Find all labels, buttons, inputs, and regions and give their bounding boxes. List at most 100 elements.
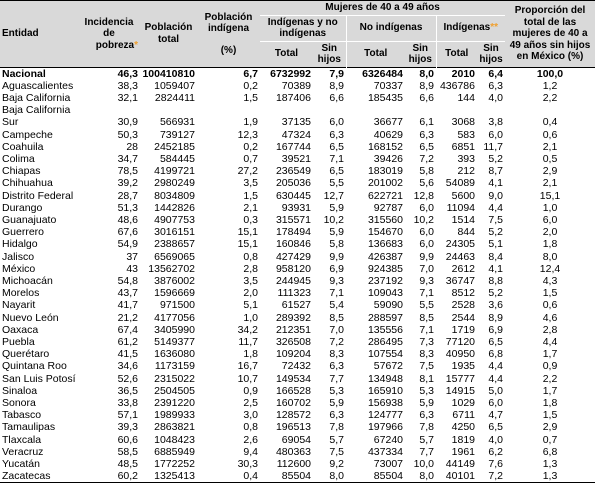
table-cell: 70389 <box>281 79 311 92</box>
table-cell: 2391220 <box>154 396 195 409</box>
table-cell: 8,9 <box>488 311 504 324</box>
table-cell: 0,9 <box>243 384 258 397</box>
table-cell: 6,4 <box>488 67 504 80</box>
table-cell: 5,1 <box>243 299 258 312</box>
header-line: hijos <box>479 54 503 65</box>
table-cell: 236549 <box>275 165 311 178</box>
table-cell: 3405990 <box>154 323 195 336</box>
table-cell: 4,4 <box>488 360 504 373</box>
table-cell: 5,5 <box>419 299 434 312</box>
table-cell: 6,5 <box>329 165 344 178</box>
table-cell: 0,5 <box>542 152 558 165</box>
table-cell: Hidalgo <box>2 238 38 251</box>
table-cell: 30,3 <box>237 458 258 470</box>
table-cell: 50,3 <box>117 128 138 141</box>
table-cell: 566931 <box>159 116 195 129</box>
table-cell: 2863821 <box>154 421 195 434</box>
table-row: Sonora 33,8 2391220 2,5 160702 5,9 156938 5,9 10… <box>0 397 595 409</box>
table-cell: 289392 <box>275 311 311 324</box>
table-cell: 9,2 <box>329 458 344 470</box>
table-cell: 5149377 <box>154 335 195 348</box>
table-row: Querétaro 41,5 1636080 1,8 109204 8,3 107554 8,… <box>0 348 595 360</box>
table-cell: 8,5 <box>419 311 434 324</box>
table-cell: 5,7 <box>419 433 434 446</box>
table-body: Nacional 46,3 100410810 6,7 6732992 7,9 632648… <box>0 67 595 483</box>
table-cell: 4,3 <box>542 274 558 287</box>
table-cell: 5,0 <box>488 384 504 397</box>
table-cell: 3068 <box>451 116 475 129</box>
header-cell: Proporción del total de las mujeres de 4… <box>505 0 595 67</box>
table-cell: 6,0 <box>419 201 434 214</box>
table-cell: 6851 <box>451 140 475 153</box>
table-cell: 185435 <box>367 91 403 104</box>
table-cell: 12,7 <box>323 189 344 202</box>
table-cell: 6,9 <box>329 262 344 275</box>
table-cell: 6,7 <box>243 67 258 80</box>
table-cell: 78,5 <box>117 165 138 178</box>
table-cell: 5,8 <box>329 238 344 251</box>
table-row: Durango 51,3 1442826 2,1 93931 5,9 92787 6,0 110… <box>0 202 595 214</box>
table-cell: 4177056 <box>154 311 195 324</box>
header-cell: Población indígena (%) <box>197 0 260 67</box>
table-row: Veracruz 58,5 6885949 9,4 480363 7,5 437334 7,7… <box>0 446 595 458</box>
table-cell: 39,2 <box>117 177 138 190</box>
table-cell: 2824411 <box>154 91 195 104</box>
table-cell: 39,3 <box>117 421 138 434</box>
table-cell: 165910 <box>367 384 403 397</box>
table-cell: 1,5 <box>542 287 558 300</box>
table-cell: 436786 <box>439 79 475 92</box>
table-row: Baja California 32,1 2824411 1,5 187406 6,6 18… <box>0 92 595 104</box>
table-cell: 2010 <box>451 67 475 80</box>
table-cell: 54089 <box>445 177 475 190</box>
table-cell: 8,7 <box>488 165 504 178</box>
table-cell: 154670 <box>367 226 403 239</box>
table-cell: Distrito Federal <box>2 189 74 202</box>
table-cell: 1048423 <box>154 433 195 446</box>
table-cell: 2980249 <box>154 177 195 190</box>
table-cell: 11,7 <box>238 335 258 348</box>
table-cell: 7,8 <box>329 421 344 434</box>
table-cell: 1,3 <box>542 458 558 470</box>
table-row: Coahuila 28 2452185 0,2 167744 6,5 168152 6,5 68… <box>0 141 595 153</box>
table-cell: 4,4 <box>542 335 558 348</box>
table-cell: 58,5 <box>117 445 138 458</box>
table-row: Quintana Roo 34,6 1173159 16,7 72432 6,3 57672… <box>0 360 595 372</box>
table-cell: 8,3 <box>329 348 344 361</box>
table-cell: 426387 <box>367 250 403 263</box>
table-row: Tabasco 57,1 1989933 3,0 128572 6,3 124777 6,3 6… <box>0 409 595 421</box>
table-cell: 149534 <box>275 372 311 385</box>
table-cell: 85504 <box>281 470 311 483</box>
table-cell: 15,1 <box>237 226 258 239</box>
table-cell: 2,9 <box>542 421 558 434</box>
table-row: San Luis Potosí 52,6 2315022 10,7 149534 7,7 1… <box>0 373 595 385</box>
table-cell: 2,8 <box>542 323 558 336</box>
table-cell: Nacional <box>2 67 46 80</box>
table-cell: 9,4 <box>243 445 258 458</box>
table-cell: 5,2 <box>488 287 504 300</box>
table-cell: 134948 <box>367 372 403 385</box>
table-cell: 9,9 <box>419 250 434 263</box>
table-cell: 1325413 <box>154 470 195 483</box>
table-cell: 7,5 <box>488 213 504 226</box>
table-cell: 6,5 <box>329 140 344 153</box>
table-cell: 8,8 <box>488 274 504 287</box>
table-cell: 6,0 <box>488 396 504 409</box>
table-cell: 6,5 <box>419 140 434 153</box>
table-row: Campeche 50,3 739127 12,3 47324 6,3 40629 6,3 58… <box>0 129 595 141</box>
table-cell: 6,3 <box>419 409 434 422</box>
table-cell: Durango <box>2 201 43 214</box>
table-cell: 1636080 <box>154 348 195 361</box>
table-row: Nuevo León 21,2 4177056 1,0 289392 8,5 288597 8… <box>0 312 595 324</box>
header-line: (%) <box>220 44 237 56</box>
table-cell: 6326484 <box>362 67 403 80</box>
table-cell: 100410810 <box>142 67 195 80</box>
table-cell: 1,0 <box>243 311 258 324</box>
table-cell: 160846 <box>275 238 311 251</box>
table-cell: 212351 <box>275 323 311 336</box>
table-row: Jalisco 37 6569065 0,8 427429 9,9 426387 9,9 244… <box>0 251 595 263</box>
table-cell: 6732992 <box>270 67 311 80</box>
header-line: Incidencia <box>84 16 134 28</box>
table-cell: 427429 <box>275 250 311 263</box>
table-cell: 3876002 <box>154 274 195 287</box>
